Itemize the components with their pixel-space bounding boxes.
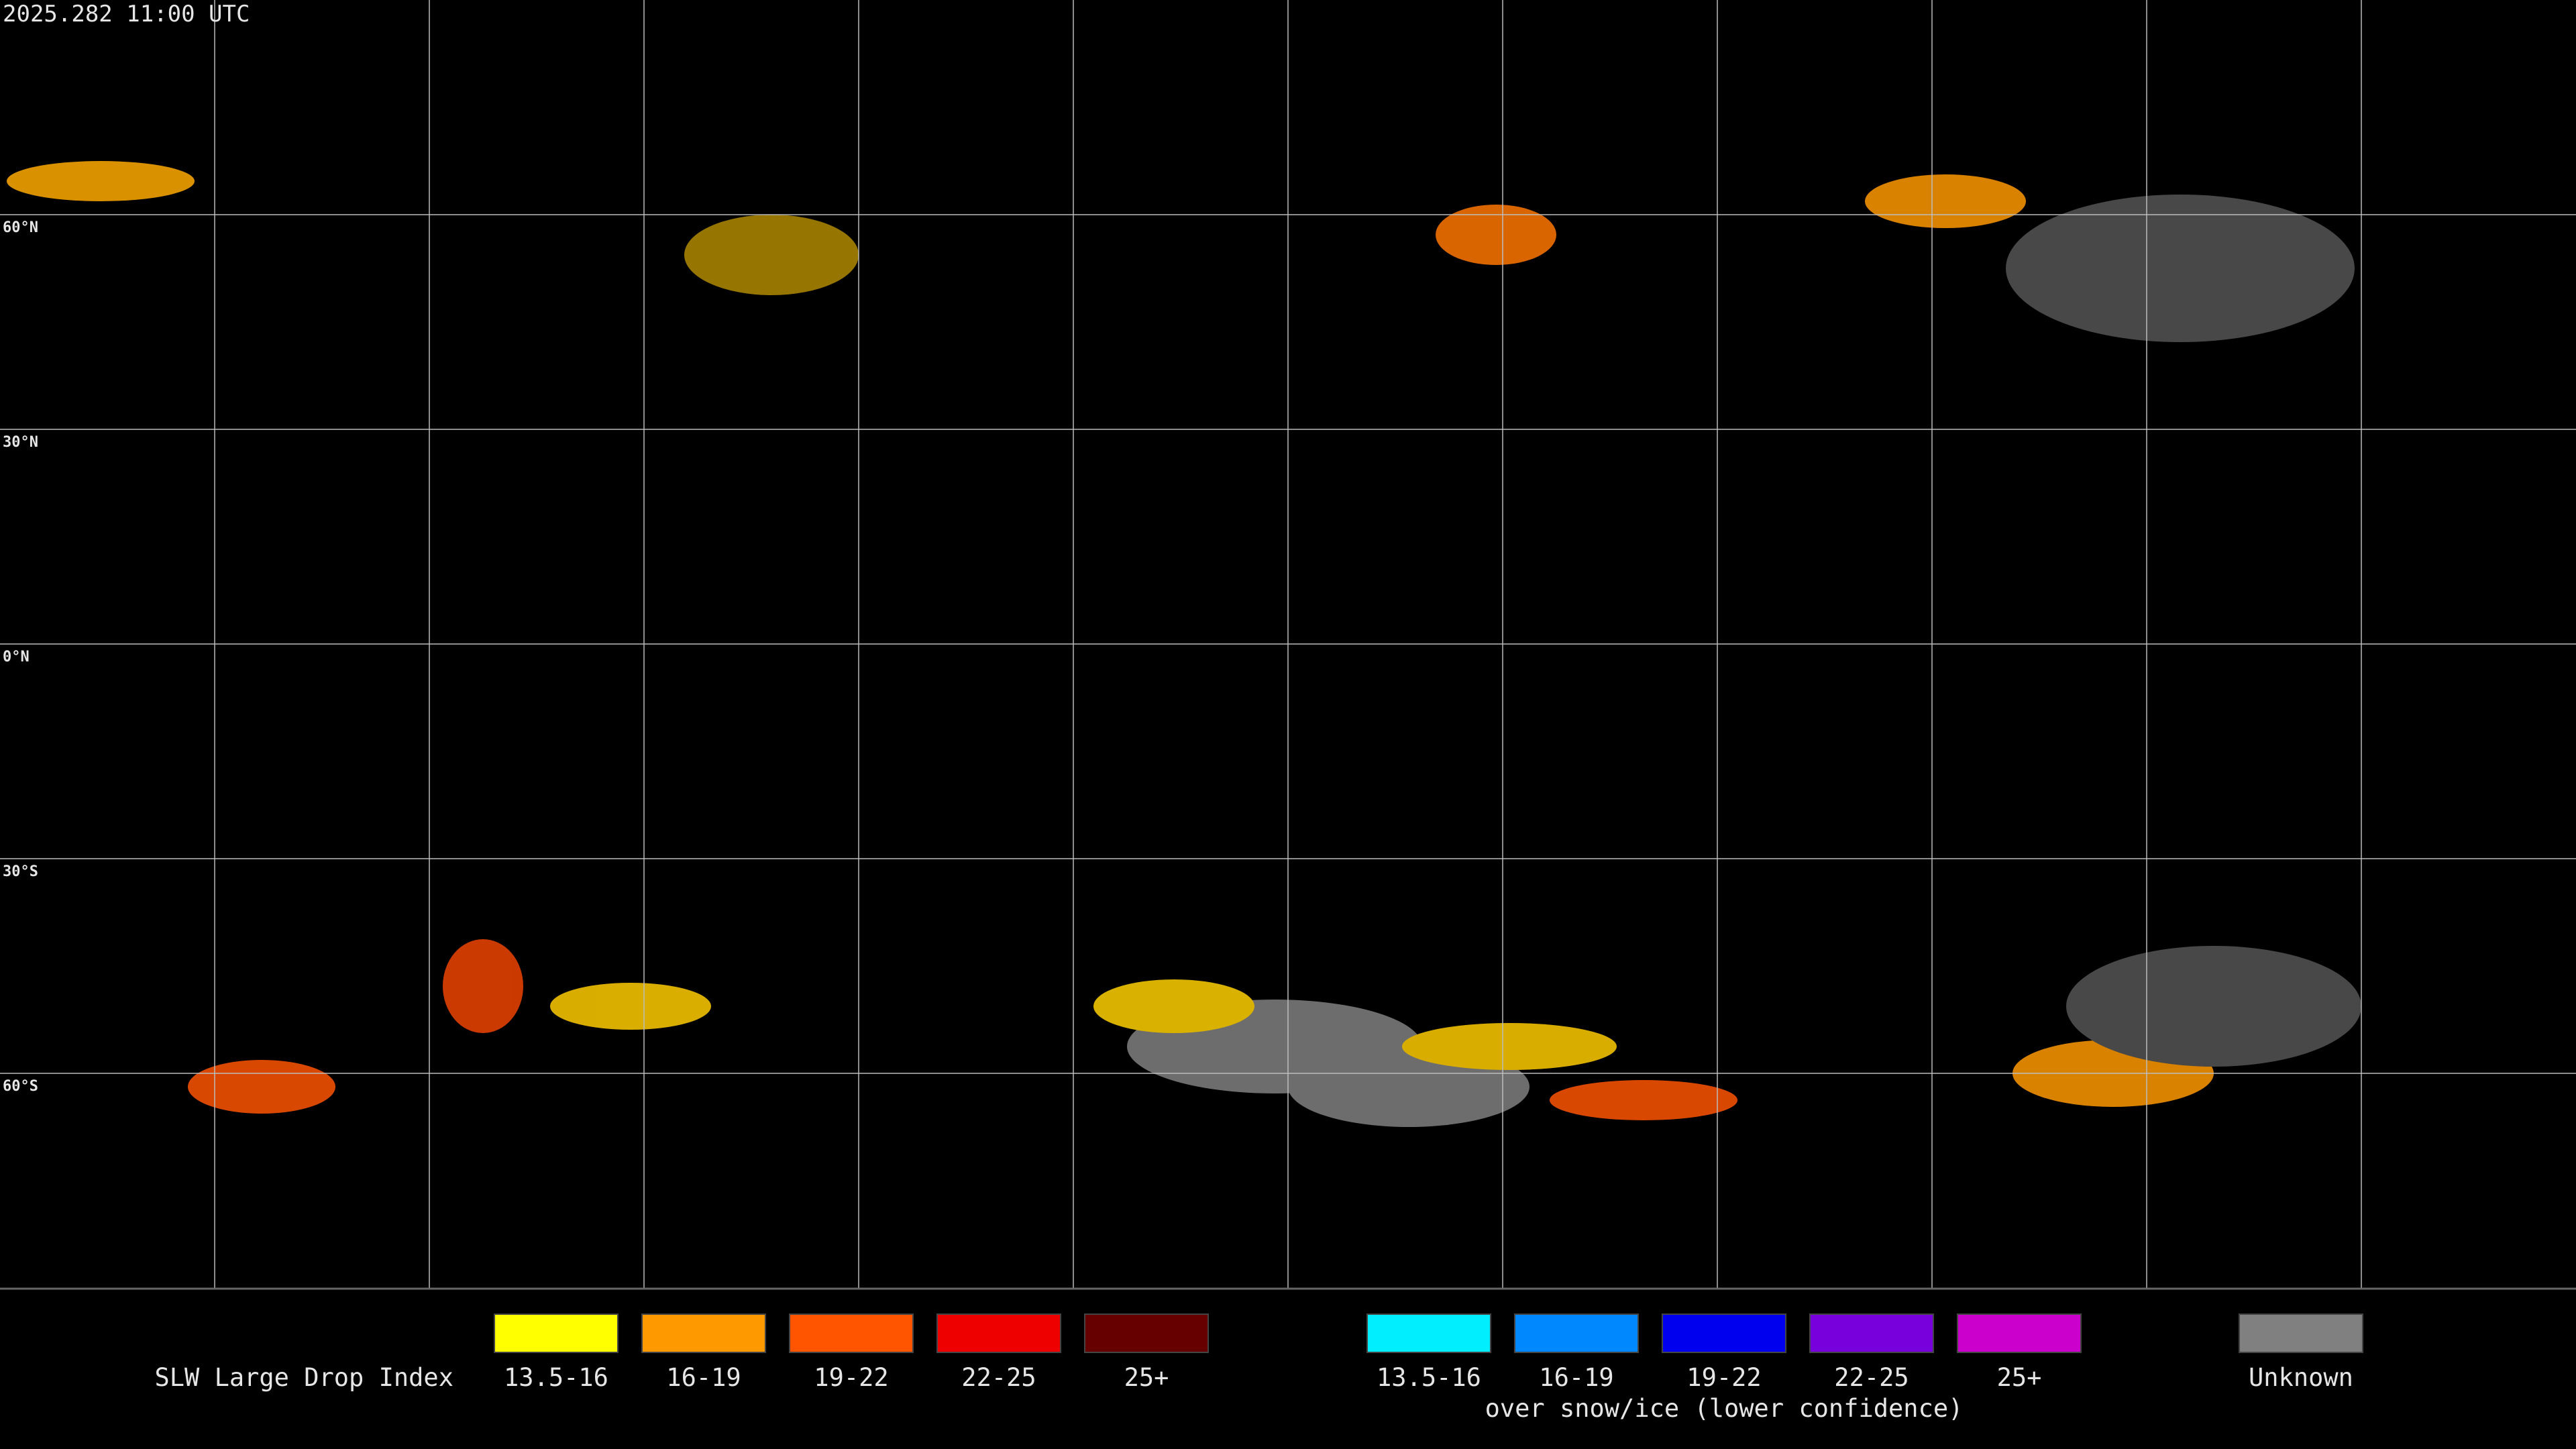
cloud-fields xyxy=(7,161,2361,1127)
legend: SLW Large Drop Index 13.5-16 16-19 19-22 22… xyxy=(154,1313,2363,1423)
timestamp: 2025.282 11:00 UTC xyxy=(3,1,250,28)
legend-label: 22-25 xyxy=(1834,1363,1909,1392)
map: 60°N 30°N 0°N 30°S 60°S xyxy=(0,0,2576,1288)
legend-swatch xyxy=(936,1313,1061,1353)
legend-swatch xyxy=(641,1313,766,1353)
legend-label: 16-19 xyxy=(666,1363,741,1392)
legend-swatch xyxy=(494,1313,619,1353)
legend-swatch xyxy=(1809,1313,1934,1353)
legend-label: 25+ xyxy=(1997,1363,2042,1392)
legend-label: Unknown xyxy=(2249,1363,2353,1392)
legend-swatch xyxy=(789,1313,914,1353)
latitude-label: 60°N xyxy=(3,219,38,236)
legend-label: 19-22 xyxy=(814,1363,888,1392)
legend-label: 13.5-16 xyxy=(504,1363,608,1392)
legend-swatch xyxy=(1662,1313,1786,1353)
legend-swatch xyxy=(1084,1313,1209,1353)
legend-label: 25+ xyxy=(1124,1363,1169,1392)
legend-label: 16-19 xyxy=(1539,1363,1613,1392)
legend-swatch xyxy=(2239,1313,2363,1353)
latitude-label: 0°N xyxy=(3,649,30,665)
legend-title: SLW Large Drop Index xyxy=(154,1363,453,1392)
legend-label: 22-25 xyxy=(961,1363,1036,1392)
legend-swatch xyxy=(1957,1313,2082,1353)
legend-caption: over snow/ice (lower confidence) xyxy=(1485,1394,1964,1423)
latitude-label: 30°N xyxy=(3,434,38,451)
legend-swatch xyxy=(1514,1313,1639,1353)
latitude-label: 30°S xyxy=(3,863,38,880)
graticule xyxy=(0,0,2576,1288)
legend-label: 19-22 xyxy=(1686,1363,1761,1392)
legend-swatch xyxy=(1366,1313,1491,1353)
legend-label: 13.5-16 xyxy=(1377,1363,1481,1392)
latitude-label: 60°S xyxy=(3,1078,38,1095)
